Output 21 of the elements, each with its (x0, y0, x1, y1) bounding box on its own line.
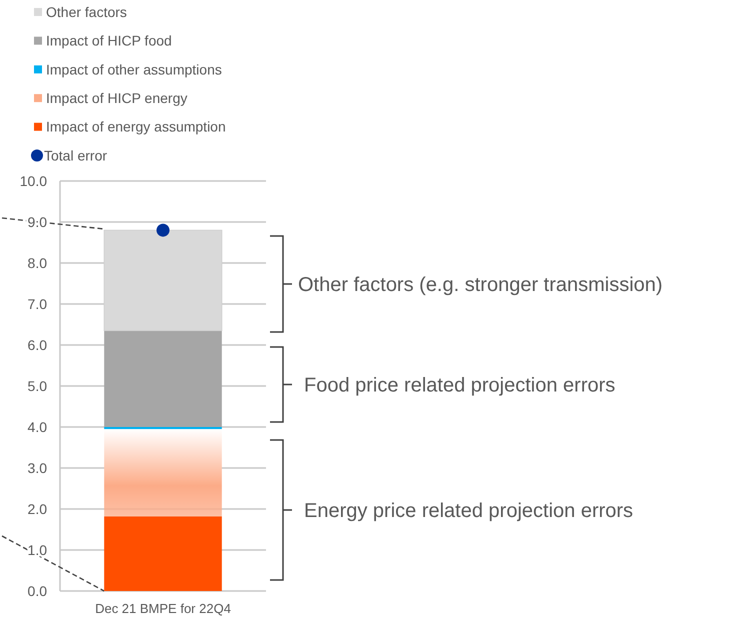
y-tick-label: 3.0 (28, 460, 48, 476)
y-tick-label: 7.0 (28, 296, 48, 312)
y-tick-label: 5.0 (28, 378, 48, 394)
legend-label: Total error (44, 147, 108, 164)
legend-label: Impact of HICP energy (46, 90, 188, 106)
text: Food price related projection errors (304, 374, 616, 396)
text: Energy price related projection errors (304, 500, 634, 522)
y-tick-label: 4.0 (28, 418, 48, 435)
y-tick-label: 6.0 (28, 336, 48, 353)
text: Other factors (e.g. stronger transmission) (298, 274, 663, 296)
bar (104, 330, 222, 427)
y-tick-label: 10.0 (20, 172, 48, 189)
legend-label: Impact of HICP food (46, 32, 172, 49)
x-tick-label: Dec 21 BMPE for 22Q4 (95, 601, 231, 616)
legend-label: Impact of other assumptions (46, 61, 222, 78)
legend-label: Other factors (46, 4, 127, 20)
y-tick-label: 1.0 (28, 542, 48, 558)
legend-label: Impact of energy assumption (46, 118, 226, 135)
y-tick-label: 0.0 (28, 582, 48, 599)
y-tick-label: 8.0 (28, 254, 48, 271)
y-tick-label: 2.0 (28, 500, 48, 517)
